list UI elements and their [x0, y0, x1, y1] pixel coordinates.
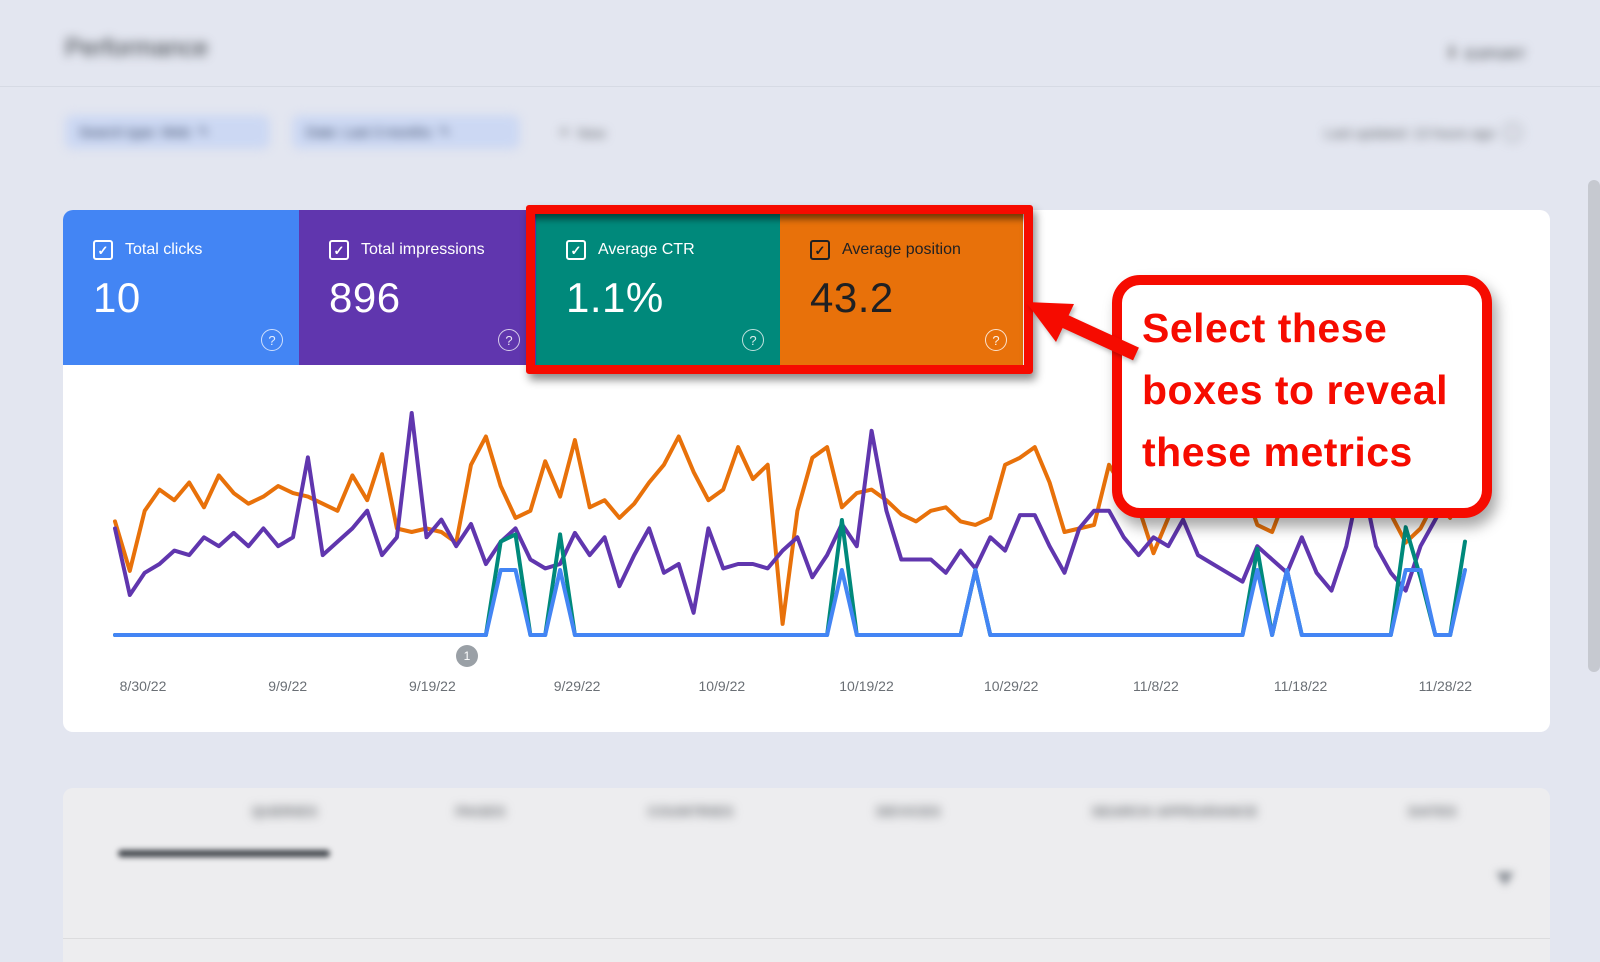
metric-label: Total clicks [125, 241, 203, 258]
callout-text-line: these metrics [1142, 429, 1413, 475]
x-axis-tick-label: 10/9/22 [698, 678, 746, 694]
metric-card-total-clicks[interactable]: Total clicks 10 ? [63, 210, 299, 365]
table-tab-pages[interactable]: PAGES [456, 804, 506, 819]
checkbox-total-impressions[interactable] [329, 240, 349, 260]
export-icon: ⭳ [1448, 42, 1456, 61]
header-divider [0, 86, 1600, 87]
chart-note-marker[interactable]: 1 [456, 645, 478, 667]
help-icon[interactable]: ? [261, 329, 283, 351]
last-updated-text: Last updated: 13 hours ago i [1325, 123, 1522, 142]
new-filter-label: New [577, 124, 606, 141]
edit-pencil-icon: ✎ [198, 124, 209, 139]
export-button[interactable]: ⭳ EXPORT [1443, 38, 1532, 69]
table-tab-dates[interactable]: DATES [1408, 804, 1458, 819]
metric-card-average-ctr[interactable]: Average CTR 1.1% ? [536, 210, 780, 365]
metric-value: 896 [329, 274, 401, 321]
search-type-chip-label: Search type: Web [79, 124, 191, 140]
x-axis-tick-label: 11/18/22 [1273, 678, 1328, 694]
scrollbar[interactable] [1588, 180, 1600, 672]
x-axis-tick-label: 9/19/22 [409, 678, 456, 694]
checkbox-average-position[interactable] [810, 240, 830, 260]
metric-card-average-position[interactable]: Average position 43.2 ? [780, 210, 1023, 365]
callout-text-line: boxes to reveal [1142, 367, 1449, 413]
page-title: Performance [65, 34, 209, 62]
search-type-chip[interactable]: Search type: Web ✎ [65, 115, 270, 149]
edit-pencil-icon: ✎ [439, 124, 451, 139]
date-filter-chip[interactable]: Date: Last 3 months ✎ [292, 115, 520, 149]
annotation-arrow-icon [1026, 302, 1139, 361]
metric-label: Average position [842, 241, 961, 258]
metric-card-total-impressions[interactable]: Total impressions 896 ? [299, 210, 536, 365]
callout-text-line: Select these [1142, 305, 1388, 351]
metric-value: 43.2 [810, 274, 894, 321]
new-filter-button[interactable]: + New [553, 121, 612, 144]
help-icon[interactable]: ? [498, 329, 520, 351]
info-icon[interactable]: i [1503, 123, 1522, 142]
x-axis-tick-label: 9/29/22 [553, 678, 601, 694]
filter-funnel-icon[interactable] [1496, 872, 1514, 886]
x-axis-tick-label: 11/28/22 [1418, 678, 1473, 694]
help-icon[interactable]: ? [985, 329, 1007, 351]
x-axis-labels: 8/30/22 9/9/22 9/19/22 9/29/22 10/9/22 10/19/… [0, 678, 1600, 696]
table-tab-devices[interactable]: DEVICES [876, 804, 942, 819]
date-chip-label: Date: Last 3 months [306, 124, 432, 140]
plus-icon: + [559, 122, 570, 142]
metric-label: Total impressions [361, 241, 485, 258]
x-axis-tick-label: 10/19/22 [839, 678, 894, 694]
dimensions-table-card [63, 788, 1550, 962]
last-updated-label: Last updated: 13 hours ago [1324, 124, 1495, 141]
checkbox-total-clicks[interactable] [93, 240, 113, 260]
table-tab-row: QUERIES PAGES COUNTRIES DEVICES SEARCH APPEA… [63, 804, 1550, 824]
redacted-query-text [118, 850, 330, 857]
annotation-callout: Select these boxes to reveal these metri… [1112, 275, 1492, 518]
help-icon[interactable]: ? [742, 329, 764, 351]
x-axis-tick-label: 10/29/22 [983, 678, 1039, 694]
x-axis-tick-label: 8/30/22 [119, 678, 167, 694]
table-tab-search-appearance[interactable]: SEARCH APPEARANCE [1091, 804, 1259, 819]
table-tab-countries[interactable]: COUNTRIES [648, 804, 734, 819]
table-tab-queries[interactable]: QUERIES [252, 804, 318, 819]
x-axis-tick-label: 11/8/22 [1133, 678, 1179, 694]
annotation-red-box [526, 205, 1033, 374]
metric-label: Average CTR [598, 241, 695, 258]
x-axis-tick-label: 9/9/22 [268, 678, 308, 694]
metric-value: 1.1% [566, 274, 664, 321]
export-label: EXPORT [1465, 45, 1526, 62]
metric-value: 10 [93, 274, 141, 321]
checkbox-average-ctr[interactable] [566, 240, 586, 260]
table-divider [63, 938, 1550, 939]
